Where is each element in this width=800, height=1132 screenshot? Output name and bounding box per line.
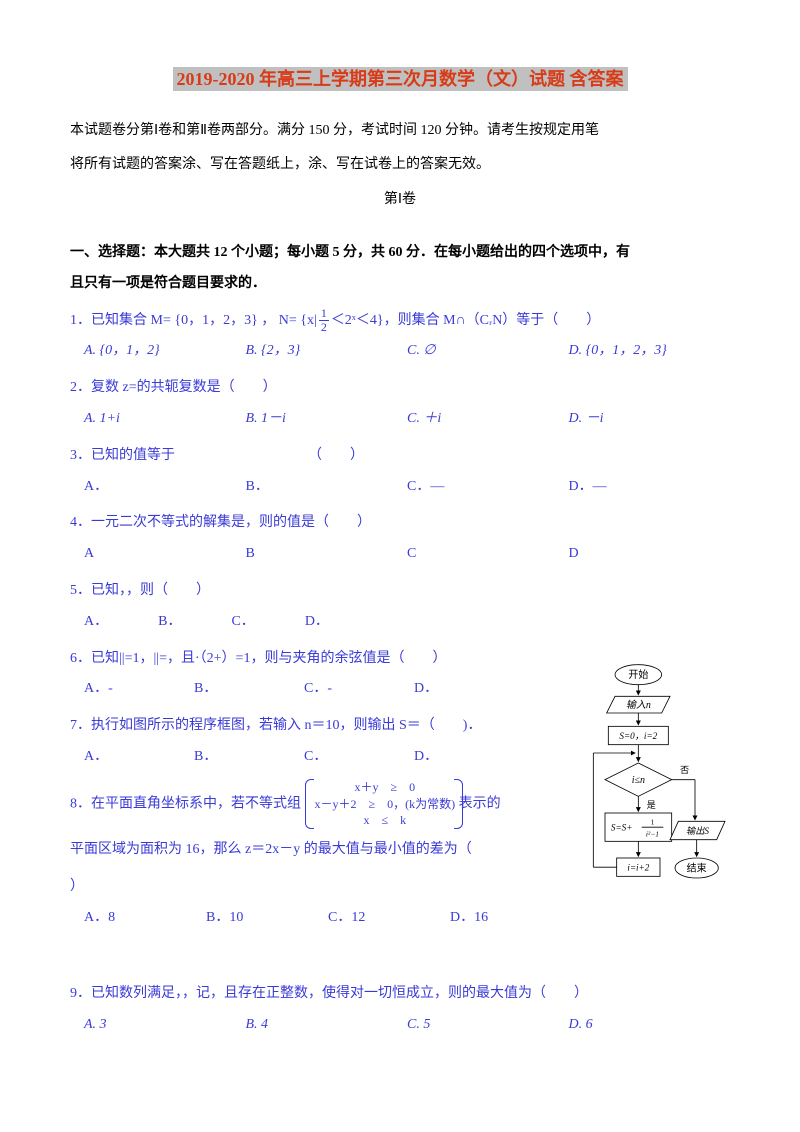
q7-opt-d: D．	[414, 742, 524, 773]
q8-line2: 平面区域为面积为 16，那么 z＝2x－y 的最大值与最小值的差为（	[70, 835, 560, 866]
q1-opt-b: B. {2，3}	[246, 336, 408, 367]
q7-opt-a: A．	[84, 742, 194, 773]
q8-opt-b: B．10	[206, 903, 328, 934]
question-1: 1．已知集合 M= {0，1，2，3} ， N= {x|12＜2ˣ＜4}，则集合…	[70, 306, 730, 337]
flow-init: S=0，i=2	[619, 731, 657, 741]
q3-opt-b: B．	[246, 472, 408, 503]
q4-options: A B C D	[70, 539, 730, 570]
q4-opt-c: C	[407, 539, 569, 570]
q1-text-a: 1．已知集合 M= {0，1，2，3} ， N= {x|	[70, 313, 317, 328]
q6-opt-d: D．	[414, 674, 524, 705]
q8-text-a: 8．在平面直角坐标系中，若不等式组	[70, 796, 301, 811]
q4-opt-b: B	[246, 539, 408, 570]
q1-options: A. {0，1，2} B. {2，3} C. ∅ D. {0，1，2，3}	[70, 336, 730, 367]
q3-options: A． B． C．— D．—	[70, 472, 730, 503]
q3-opt-a: A．	[84, 472, 246, 503]
intro-line-2: 将所有试题的答案涂、写在答题纸上，涂、写在试卷上的答案无效。	[70, 150, 730, 181]
q2-opt-b: B. 1－i	[246, 404, 408, 435]
title-highlight: 2019-2020 年高三上学期第三次月数学（文）试题 含答案	[173, 67, 628, 91]
q7-opt-c: C．	[304, 742, 414, 773]
q8-opt-c: C．12	[328, 903, 450, 934]
q2-options: A. 1+i B. 1－i C. ＋i D. －i	[70, 404, 730, 435]
q5-opt-a: A．	[84, 607, 108, 638]
flow-no: 否	[680, 765, 689, 775]
q8-text-b: 表示的	[459, 796, 501, 811]
q8-system: x＋y ≥ 0 x－y＋2 ≥ 0，(k为常数) x ≤ k	[305, 779, 456, 829]
q4-opt-a: A	[84, 539, 246, 570]
q2-opt-d: D. －i	[569, 404, 731, 435]
q7-opt-b: B．	[194, 742, 304, 773]
q8-sys-3: x ≤ k	[315, 812, 456, 829]
q4-opt-d: D	[569, 539, 731, 570]
flow-frac-den: i²−1	[646, 829, 659, 838]
q9-opt-b: B. 4	[246, 1010, 408, 1041]
flow-cond: i≤n	[632, 775, 645, 786]
q8-opt-a: A．8	[84, 903, 206, 934]
question-9: 9．已知数列满足，，记，且存在正整数，使得对一切恒成立，则的最大值为（ ）	[70, 979, 730, 1010]
question-4: 4．一元二次不等式的解集是，则的值是（ ）	[70, 508, 730, 539]
flow-step: i=i+2	[627, 862, 649, 872]
section-heading-1: 一、选择题：本大题共 12 个小题；每小题 5 分，共 60 分．在每小题给出的…	[70, 238, 730, 269]
question-2: 2．复数 z=的共轭复数是（ ）	[70, 373, 730, 404]
q5-options: A． B． C． D．	[70, 607, 730, 638]
q8-sys-2: x－y＋2 ≥ 0，(k为常数)	[315, 796, 456, 813]
q5-opt-c: C．	[231, 607, 254, 638]
q8-sys-1: x＋y ≥ 0	[315, 779, 456, 796]
q5-opt-b: B．	[158, 607, 181, 638]
intro-line-1: 本试题卷分第Ⅰ卷和第Ⅱ卷两部分。满分 150 分，考试时间 120 分钟。请考生…	[70, 116, 730, 147]
question-8: 8．在平面直角坐标系中，若不等式组 x＋y ≥ 0 x－y＋2 ≥ 0，(k为常…	[70, 779, 560, 829]
flow-start: 开始	[628, 668, 648, 681]
flow-update: S=S+	[611, 822, 633, 832]
flow-output: 输出S	[686, 826, 709, 836]
q1-opt-d: D. {0，1，2，3}	[569, 336, 731, 367]
q1-frac-den: 2	[319, 321, 329, 334]
q8-options: A．8 B．10 C．12 D．16	[70, 903, 572, 934]
q1-opt-a: A. {0，1，2}	[84, 336, 246, 367]
q9-opt-a: A. 3	[84, 1010, 246, 1041]
q3-opt-c: C．—	[407, 472, 569, 503]
flowchart-container: 开始 输入n S=0，i=2 i≤n 是 否	[580, 663, 730, 959]
q9-opt-c: C. 5	[407, 1010, 569, 1041]
q6-opt-b: B．	[194, 674, 304, 705]
flowchart-svg: 开始 输入n S=0，i=2 i≤n 是 否	[580, 663, 730, 946]
q1-opt-c: C. ∅	[407, 336, 569, 367]
q2-opt-a: A. 1+i	[84, 404, 246, 435]
page-title: 2019-2020 年高三上学期第三次月数学（文）试题 含答案	[70, 60, 730, 100]
q6-opt-c: C．-	[304, 674, 414, 705]
q9-opt-d: D. 6	[569, 1010, 731, 1041]
q2-opt-c: C. ＋i	[407, 404, 569, 435]
q6-opt-a: A．-	[84, 674, 194, 705]
question-3: 3．已知的值等于 （ ）	[70, 441, 730, 472]
question-5: 5．已知，，则（ ）	[70, 576, 730, 607]
flow-region: 6．已知||=1，||=，且·（2+）=1，则与夹角的余弦值是（ ） A．- B…	[70, 644, 730, 959]
q1-fraction: 12	[319, 307, 329, 334]
exam-page: 2019-2020 年高三上学期第三次月数学（文）试题 含答案 本试题卷分第Ⅰ卷…	[0, 0, 800, 1080]
q1-frac-num: 1	[319, 307, 329, 321]
part-label: 第Ⅰ卷	[70, 185, 730, 216]
flow-frac-num: 1	[651, 817, 655, 826]
flow-input: 输入n	[626, 699, 651, 711]
section-heading-2: 且只有一项是符合题目要求的．	[70, 269, 730, 300]
q9-options: A. 3 B. 4 C. 5 D. 6	[70, 1010, 730, 1041]
q1-text-b: ＜2ˣ＜4}，则集合 M∩（CᵣN）等于（ ）	[331, 313, 601, 328]
flow-yes: 是	[647, 800, 656, 810]
q5-opt-d: D．	[305, 607, 329, 638]
q3-opt-d: D．—	[569, 472, 731, 503]
q8-opt-d: D．16	[450, 903, 572, 934]
flow-end: 结束	[687, 861, 707, 874]
